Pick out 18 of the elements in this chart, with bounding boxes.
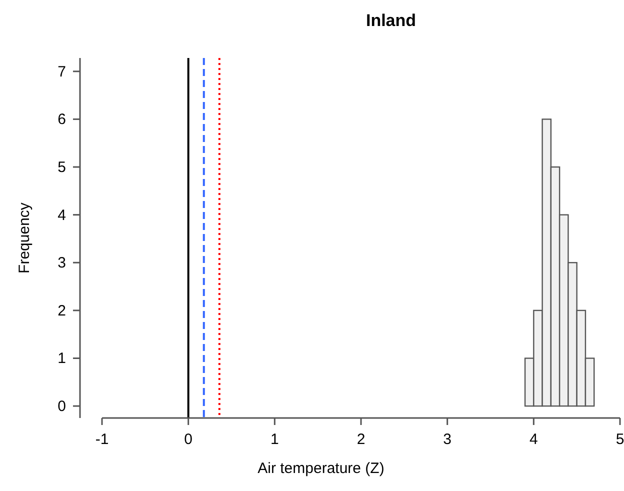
x-tick-label: -1 xyxy=(95,431,109,448)
x-tick-label: 1 xyxy=(270,431,279,448)
x-tick-label: 0 xyxy=(184,431,193,448)
y-tick-label: 3 xyxy=(58,254,66,272)
y-tick-label: 2 xyxy=(58,302,66,320)
x-tick-label: 3 xyxy=(443,431,452,448)
y-axis-title: Frequency xyxy=(16,202,33,274)
y-tick-label: 5 xyxy=(58,159,66,176)
x-axis-title: Air temperature (Z) xyxy=(258,460,384,477)
y-tick-label: 4 xyxy=(58,206,66,224)
y-tick-label: 7 xyxy=(58,63,66,80)
x-tick-label: 2 xyxy=(356,431,366,448)
x-tick-label: 4 xyxy=(529,431,538,448)
y-tick-label: 0 xyxy=(58,398,66,416)
x-tick-label: 5 xyxy=(616,431,624,448)
y-tick-label: 1 xyxy=(58,350,66,368)
chart-title: Inland xyxy=(366,11,416,30)
y-tick-label: 6 xyxy=(58,111,66,128)
